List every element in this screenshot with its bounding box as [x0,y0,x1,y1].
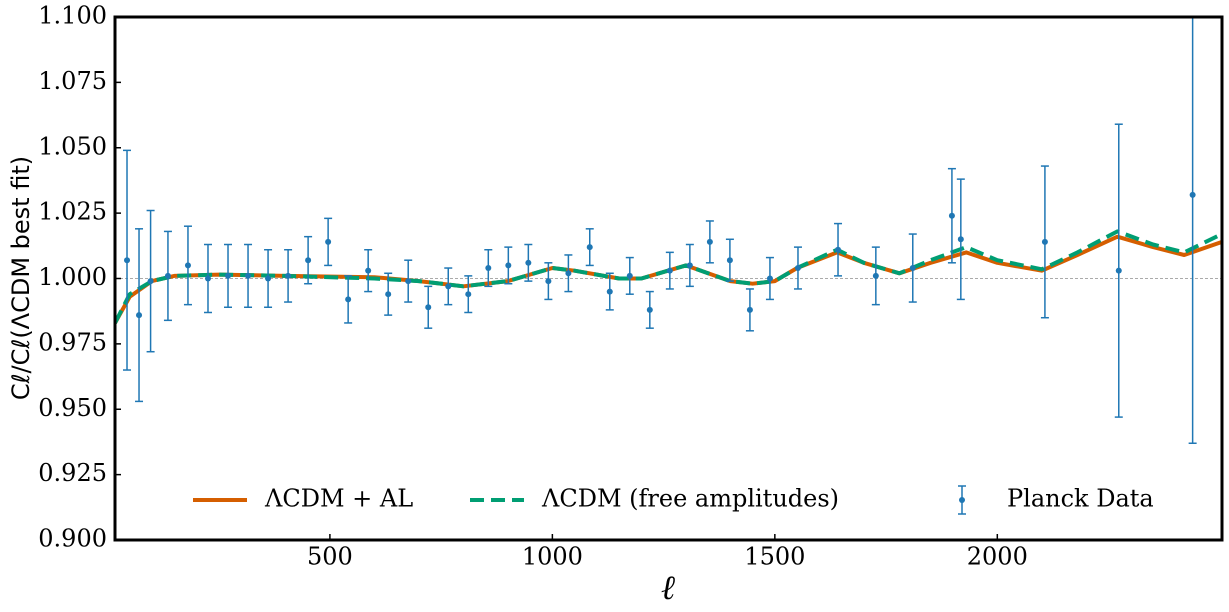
data-point [909,265,916,272]
data-point [726,257,733,264]
data-point [686,262,693,269]
data-point [325,238,332,245]
legend-label: Planck Data [1007,485,1154,513]
data-point [626,272,633,279]
data-point [794,265,801,272]
data-point [305,257,312,264]
data-point [425,304,432,311]
data-point [245,272,252,279]
data-point [184,262,191,269]
plot-frame [113,15,1224,542]
data-point [164,272,171,279]
data-point [746,306,753,313]
data-point [606,288,613,295]
data-point [646,306,653,313]
data-point [948,212,955,219]
legend-label: ΛCDM + AL [264,485,413,513]
x-tick-label: 2000 [967,543,1028,571]
y-tick-label: 0.950 [38,394,107,422]
x-axis-label: ℓ [661,568,675,608]
y-axis-label: Cℓ/Cℓ(ΛCDM best fit) [7,156,35,400]
legend-marker [959,497,965,503]
data-point [1041,238,1048,245]
data-point [405,278,412,285]
data-point [345,296,352,303]
data-point [445,283,452,290]
y-tick-label: 1.050 [38,132,107,160]
y-tick-label: 1.000 [38,263,107,291]
y-tick-label: 1.025 [38,198,107,226]
y-tick-label: 0.975 [38,328,107,356]
y-tick-label: 0.925 [38,459,107,487]
data-point [365,267,372,274]
data-point [136,312,143,319]
line-series [115,234,1222,324]
data-point [586,244,593,251]
data-point [565,270,572,277]
data-point [525,259,532,266]
data-point [766,275,773,282]
data-point [225,272,232,279]
data-point [505,262,512,269]
data-point [124,257,131,264]
data-point [835,246,842,253]
plot-area [115,17,1222,444]
data-point [465,291,472,298]
data-point [204,275,211,282]
y-tick-label: 1.100 [38,2,107,30]
data-point [666,267,673,274]
data-point [957,236,964,243]
legend-label: ΛCDM (free amplitudes) [541,485,839,513]
data-point [545,278,552,285]
data-point [485,265,492,272]
data-point [872,272,879,279]
y-tick-label: 0.900 [38,525,107,553]
y-tick-label: 1.075 [38,67,107,95]
data-point [1115,267,1122,274]
data-point [147,278,154,285]
data-point [285,272,292,279]
data-point [1189,191,1196,198]
data-point [706,238,713,245]
x-tick-label: 1000 [522,543,583,571]
data-point [385,291,392,298]
data-point [265,275,272,282]
x-tick-label: 1500 [744,543,805,571]
x-tick-label: 500 [307,543,353,571]
